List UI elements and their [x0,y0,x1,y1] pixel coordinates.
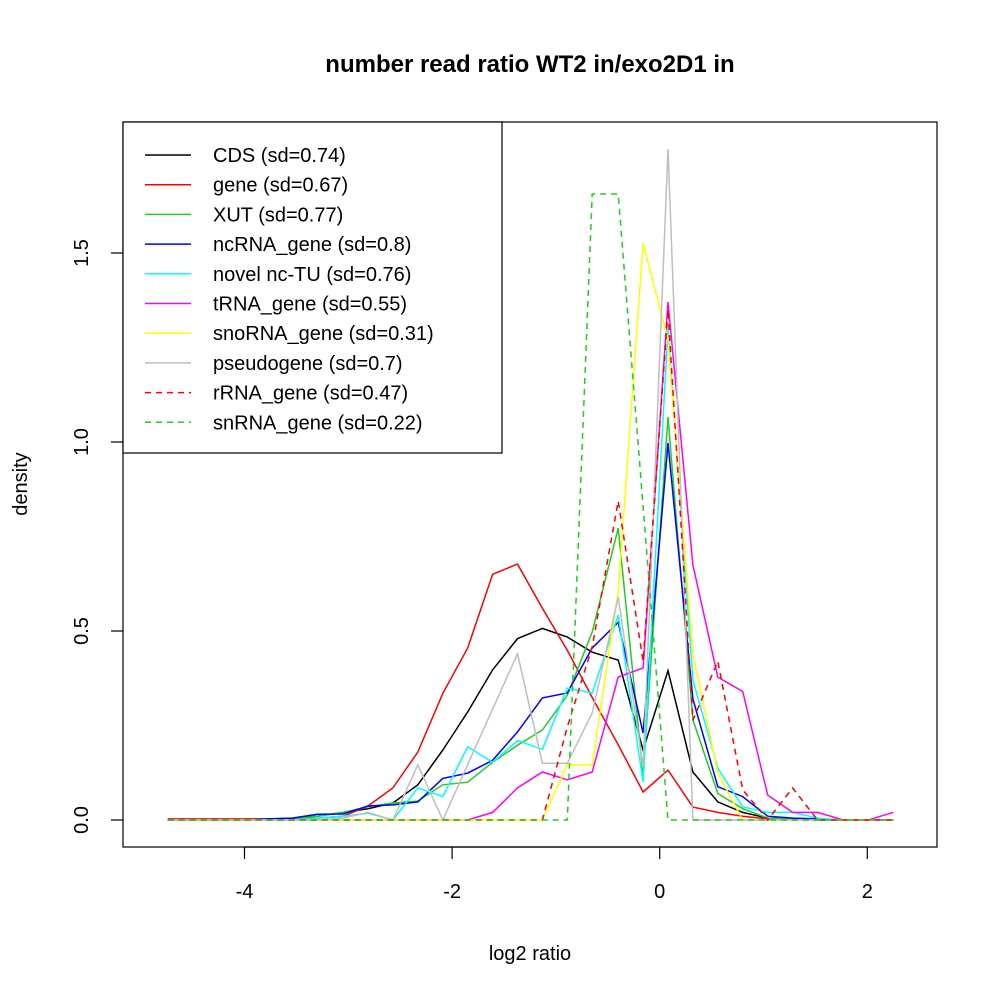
legend-label: snoRNA_gene (sd=0.31) [213,323,434,345]
legend-label: rRNA_gene (sd=0.47) [213,383,408,405]
chart-title: number read ratio WT2 in/exo2D1 in [325,51,734,78]
legend-label: gene (sd=0.67) [213,175,348,197]
legend-label: ncRNA_gene (sd=0.8) [213,234,411,256]
legend-label: pseudogene (sd=0.7) [213,353,403,375]
y-axis: 0.0 0.5 1.0 1.5 [71,239,123,834]
legend-item-rrna-gene: rRNA_gene (sd=0.47) [145,383,408,405]
y-tick-label: 1.0 [71,428,93,456]
legend-item-trna-gene: tRNA_gene (sd=0.55) [145,294,407,316]
series-line-xut [167,417,894,821]
legend-label: tRNA_gene (sd=0.55) [213,294,407,316]
x-tick-label: 0 [654,881,665,903]
x-tick-label: 2 [862,881,873,903]
x-axis-label: log2 ratio [489,943,571,965]
legend-item-snorna-gene: snoRNA_gene (sd=0.31) [145,323,434,345]
y-axis-label: density [10,452,32,515]
legend-item-gene: gene (sd=0.67) [145,175,348,197]
y-tick-label: 1.5 [71,239,93,267]
y-tick-label: 0.5 [71,617,93,645]
x-tick-label: -4 [236,881,254,903]
legend-item-ncrna-gene: ncRNA_gene (sd=0.8) [145,234,411,256]
legend-item-cds: CDS (sd=0.74) [145,145,346,167]
legend-item-novel-nc-tu: novel nc-TU (sd=0.76) [145,264,411,286]
legend-item-xut: XUT (sd=0.77) [145,204,343,226]
series-line-ncrna-gene [167,443,894,821]
legend-item-pseudogene: pseudogene (sd=0.7) [145,353,403,375]
x-axis: -4 -2 0 2 [236,846,873,903]
legend-label: snRNA_gene (sd=0.22) [213,412,423,434]
legend-label: CDS (sd=0.74) [213,145,346,167]
legend-item-snrna-gene: snRNA_gene (sd=0.22) [145,412,423,434]
series-layer [167,149,894,822]
legend-label: XUT (sd=0.77) [213,204,343,226]
y-tick-label: 0.0 [71,806,93,834]
series-line-snrna-gene [167,193,894,821]
legend-label: novel nc-TU (sd=0.76) [213,264,411,286]
legend: CDS (sd=0.74) gene (sd=0.67) XUT (sd=0.77)… [122,121,503,454]
legend-box [122,121,503,454]
x-tick-label: -2 [443,881,461,903]
